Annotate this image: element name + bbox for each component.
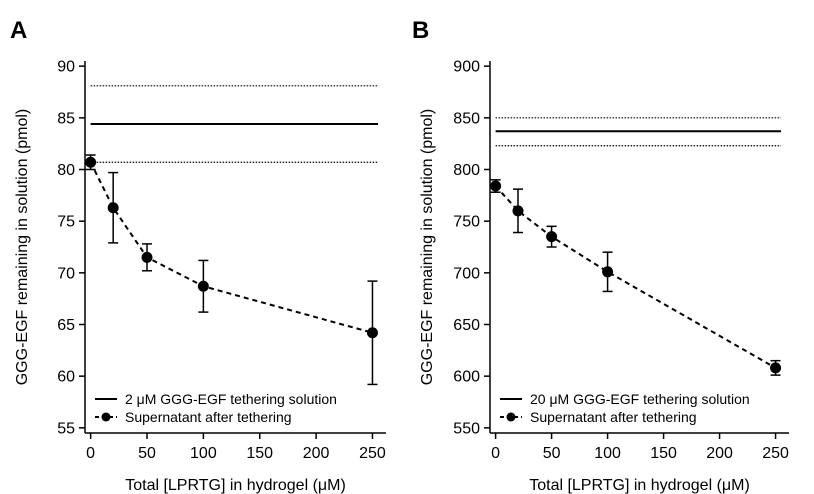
- y-tick-label: 800: [453, 162, 480, 179]
- series-line: [89, 161, 373, 334]
- series-line: [494, 185, 777, 369]
- data-point: [770, 362, 782, 374]
- data-point: [602, 266, 614, 278]
- panel-letter: A: [10, 17, 27, 44]
- data-point: [107, 202, 119, 214]
- panel-b: B 550 600 650 700 750 800 850 900 0 50 100 150 200 250…: [412, 17, 789, 494]
- y-axis-label: GGG-EGF remaining in solution (pmol): [14, 109, 31, 386]
- y-tick-label: 650: [453, 317, 480, 334]
- x-tick-label: 250: [359, 445, 386, 462]
- x-tick-label: 0: [86, 445, 95, 462]
- y-tick-label: 75: [57, 214, 75, 231]
- data-point: [490, 180, 502, 192]
- legend-swatch-series-marker: [101, 412, 111, 422]
- legend-label-reference: 2 μM GGG-EGF tethering solution: [125, 391, 337, 407]
- data-point: [512, 205, 524, 217]
- y-tick-label: 85: [57, 110, 75, 127]
- y-tick-label: 750: [453, 214, 480, 231]
- legend-label-series: Supernatant after tethering: [125, 409, 292, 425]
- x-tick-label: 50: [138, 445, 156, 462]
- y-tick-label: 850: [453, 110, 480, 127]
- x-axis-label: Total [LPRTG] in hydrogel (μM): [529, 477, 750, 494]
- x-tick-label: 0: [491, 445, 500, 462]
- x-tick-label: 150: [650, 445, 677, 462]
- legend-swatch-series-marker: [506, 412, 516, 422]
- y-tick-label: 900: [453, 59, 480, 76]
- y-tick-label: 550: [453, 420, 480, 437]
- y-tick-label: 55: [57, 420, 75, 437]
- y-tick-label: 70: [57, 265, 75, 282]
- data-point: [141, 251, 153, 263]
- panel-a: A 55 60 65 70 75 80 85 90 0 50 100 150 200 250 Total [L…: [10, 17, 386, 494]
- data-point: [546, 231, 558, 243]
- x-tick-label: 100: [190, 445, 217, 462]
- data-point: [366, 327, 378, 339]
- x-tick-label: 200: [303, 445, 330, 462]
- legend-label-reference: 20 μM GGG-EGF tethering solution: [530, 391, 750, 407]
- x-tick-label: 50: [543, 445, 561, 462]
- x-tick-label: 150: [246, 445, 273, 462]
- y-tick-label: 700: [453, 265, 480, 282]
- y-tick-label: 60: [57, 369, 75, 386]
- y-tick-label: 90: [57, 59, 75, 76]
- data-point: [197, 280, 209, 292]
- panel-letter: B: [412, 17, 429, 44]
- y-tick-label: 65: [57, 317, 75, 334]
- y-tick-label: 80: [57, 162, 75, 179]
- x-tick-label: 100: [594, 445, 621, 462]
- data-point: [85, 156, 97, 168]
- x-tick-label: 200: [706, 445, 733, 462]
- x-axis-label: Total [LPRTG] in hydrogel (μM): [125, 477, 346, 494]
- legend-label-series: Supernatant after tethering: [530, 409, 697, 425]
- x-tick-label: 250: [762, 445, 789, 462]
- y-axis-label: GGG-EGF remaining in solution (pmol): [419, 109, 436, 386]
- y-tick-label: 600: [453, 369, 480, 386]
